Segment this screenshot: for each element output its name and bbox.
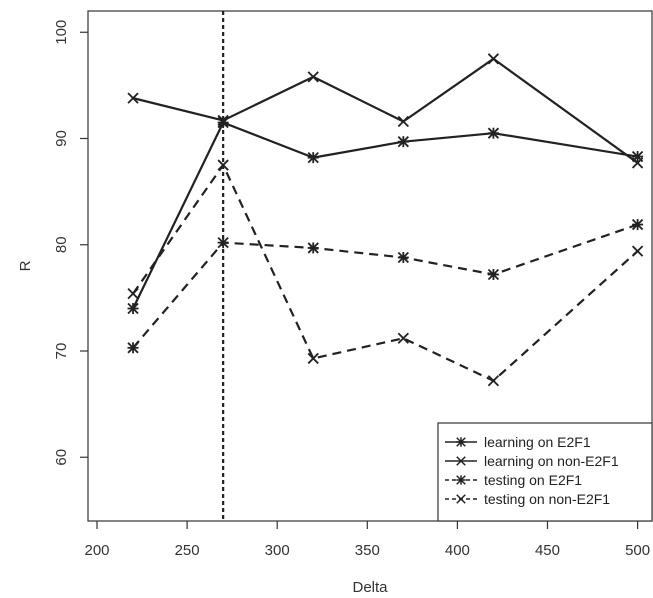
data-point — [217, 236, 229, 249]
legend-symbol — [456, 475, 466, 485]
x-tick-label: 200 — [84, 542, 109, 559]
x-tick-label: 300 — [265, 542, 290, 559]
data-point — [217, 159, 229, 171]
legend-symbol — [456, 456, 466, 466]
data-point — [307, 352, 319, 365]
y-axis: 60 70 80 90 100 — [53, 20, 88, 466]
legend-label: testing on E2F1 — [484, 472, 582, 488]
legend-box — [437, 422, 653, 522]
data-point — [127, 92, 139, 104]
legend-marker — [456, 494, 466, 504]
data-point — [127, 342, 139, 354]
data-point — [631, 245, 644, 257]
data-point — [397, 136, 409, 148]
legend-symbol — [456, 494, 466, 504]
legend: learning on E2F1 learning on non-E2F1 test… — [437, 422, 653, 522]
data-point — [307, 151, 319, 164]
y-axis-label: R — [17, 260, 34, 271]
x-axis-label: Delta — [352, 579, 388, 596]
data-point — [487, 53, 500, 65]
data-point — [631, 157, 644, 169]
legend-marker — [456, 475, 466, 485]
legend-label: testing on non-E2F1 — [484, 491, 610, 507]
x-axis: 200 250 300 350 400 450 500 — [84, 521, 650, 559]
series-line-3 — [132, 163, 639, 382]
x-tick-label: 250 — [175, 542, 200, 559]
legend-marker — [456, 456, 466, 466]
series-line-0 — [132, 121, 638, 309]
data-point — [487, 127, 500, 139]
data-point — [631, 218, 644, 231]
y-tick-label: 60 — [53, 449, 70, 466]
data-point — [127, 302, 139, 315]
legend-label: learning on non-E2F1 — [484, 453, 619, 469]
data-point — [487, 375, 500, 387]
x-tick-label: 500 — [625, 542, 650, 559]
legend-marker — [456, 437, 466, 447]
x-tick-label: 350 — [355, 542, 380, 559]
x-tick-label: 450 — [535, 542, 560, 559]
data-point — [487, 268, 500, 281]
y-tick-label: 90 — [53, 130, 70, 147]
data-point — [307, 71, 319, 83]
y-tick-label: 70 — [53, 343, 70, 360]
y-tick-label: 80 — [53, 236, 70, 253]
data-point — [397, 115, 409, 128]
series-line-2 — [132, 223, 638, 349]
y-tick-label: 100 — [53, 20, 70, 45]
data-point — [307, 242, 319, 254]
legend-symbol — [456, 437, 466, 447]
data-point — [127, 287, 139, 300]
plot-frame — [87, 10, 653, 522]
data-point — [397, 332, 409, 344]
legend-label: learning on E2F1 — [484, 434, 591, 450]
series-line-1 — [132, 57, 639, 164]
data-point — [397, 251, 409, 264]
series-layer — [127, 53, 644, 387]
data-point — [217, 114, 229, 127]
x-tick-label: 400 — [445, 542, 470, 559]
